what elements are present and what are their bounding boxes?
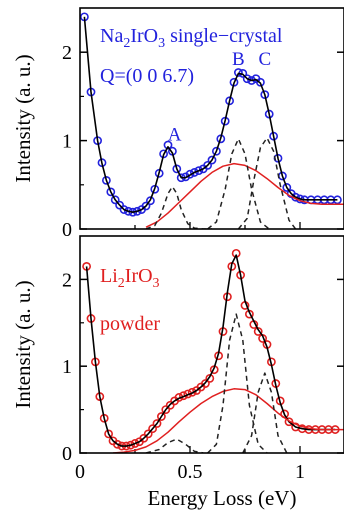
bottom-panel: 0 1 2 0 0.5 1 Intensity (a. u.) Energy Loss (eV… — [11, 235, 344, 510]
plot-area — [80, 12, 344, 229]
data-point — [119, 205, 129, 214]
data-point — [284, 417, 294, 427]
data-point — [115, 200, 124, 210]
x-axis-label: Energy Loss (eV) — [148, 486, 297, 510]
data-point — [189, 168, 199, 177]
data-point — [110, 195, 120, 205]
y-tick-label: 1 — [62, 356, 72, 378]
data-point — [148, 424, 157, 434]
series-peak-B — [207, 138, 270, 229]
peak-label-a: A — [168, 124, 182, 145]
series-background — [112, 388, 344, 453]
x-tick-label: 0 — [75, 461, 85, 483]
data-point — [141, 201, 151, 211]
series-peak-C — [242, 372, 288, 453]
sample-type-label: powder — [100, 313, 160, 335]
data-point — [145, 196, 155, 206]
data-point — [242, 74, 252, 84]
plot-frame — [79, 7, 344, 230]
data-point — [163, 140, 173, 150]
data-point — [181, 172, 190, 182]
data-point — [139, 433, 149, 443]
compound-label: Li2IrO3 — [100, 265, 160, 291]
y-axis-label: Intensity (a. u.) — [11, 54, 35, 182]
y-tick-label: 1 — [62, 131, 72, 153]
data-point — [152, 419, 162, 428]
series-peak-A — [145, 438, 204, 453]
compound-text: IrO — [125, 265, 153, 287]
data-point — [233, 68, 243, 77]
data-point — [161, 405, 171, 414]
data-point — [143, 429, 153, 439]
data-point — [203, 160, 212, 170]
y-tick-label: 2 — [62, 42, 72, 64]
data-point — [106, 187, 116, 197]
compound-subscript: 2 — [118, 276, 125, 291]
compound-subscript: 2 — [123, 36, 130, 51]
data-point — [104, 429, 113, 439]
compound-text: Li — [100, 265, 118, 287]
data-point — [205, 373, 215, 383]
compound-subscript: 3 — [153, 276, 160, 291]
y-tick-label: 2 — [62, 269, 72, 291]
series-background — [145, 162, 344, 228]
series-fit — [83, 16, 338, 213]
data-point — [194, 166, 204, 176]
data-point — [255, 77, 265, 87]
data-point — [207, 155, 217, 165]
data-point — [200, 379, 210, 388]
momentum-label: Q=(0 0 6.7) — [100, 65, 194, 87]
x-tick-label: 1 — [295, 461, 305, 483]
data-point — [165, 400, 175, 410]
compound-text: single−crystal — [165, 25, 283, 47]
plot-area — [82, 248, 344, 453]
peak-label-b: B — [232, 49, 245, 70]
data-point — [172, 164, 182, 174]
data-point — [130, 439, 140, 448]
data-point — [211, 146, 221, 156]
x-tick-label: 0.5 — [178, 461, 203, 483]
compound-text: IrO — [130, 25, 158, 47]
data-point — [102, 175, 111, 185]
series-peak-B — [207, 313, 268, 453]
peak-label-c: C — [258, 49, 271, 70]
series-fit — [85, 254, 336, 447]
data-point — [282, 183, 292, 192]
data-point — [113, 439, 122, 449]
data-point — [156, 412, 166, 421]
data-point — [187, 387, 197, 397]
y-tick-label: 0 — [62, 219, 72, 241]
plot-frame — [79, 235, 344, 454]
compound-label: Na2IrO3 single−crystal — [100, 25, 283, 51]
data-point — [253, 327, 263, 336]
compound-text: Na — [100, 25, 123, 47]
y-axis-label: Intensity (a. u.) — [11, 280, 35, 408]
y-tick-label: 0 — [62, 443, 72, 465]
compound-subscript: 3 — [158, 36, 165, 51]
data-point — [185, 169, 195, 179]
